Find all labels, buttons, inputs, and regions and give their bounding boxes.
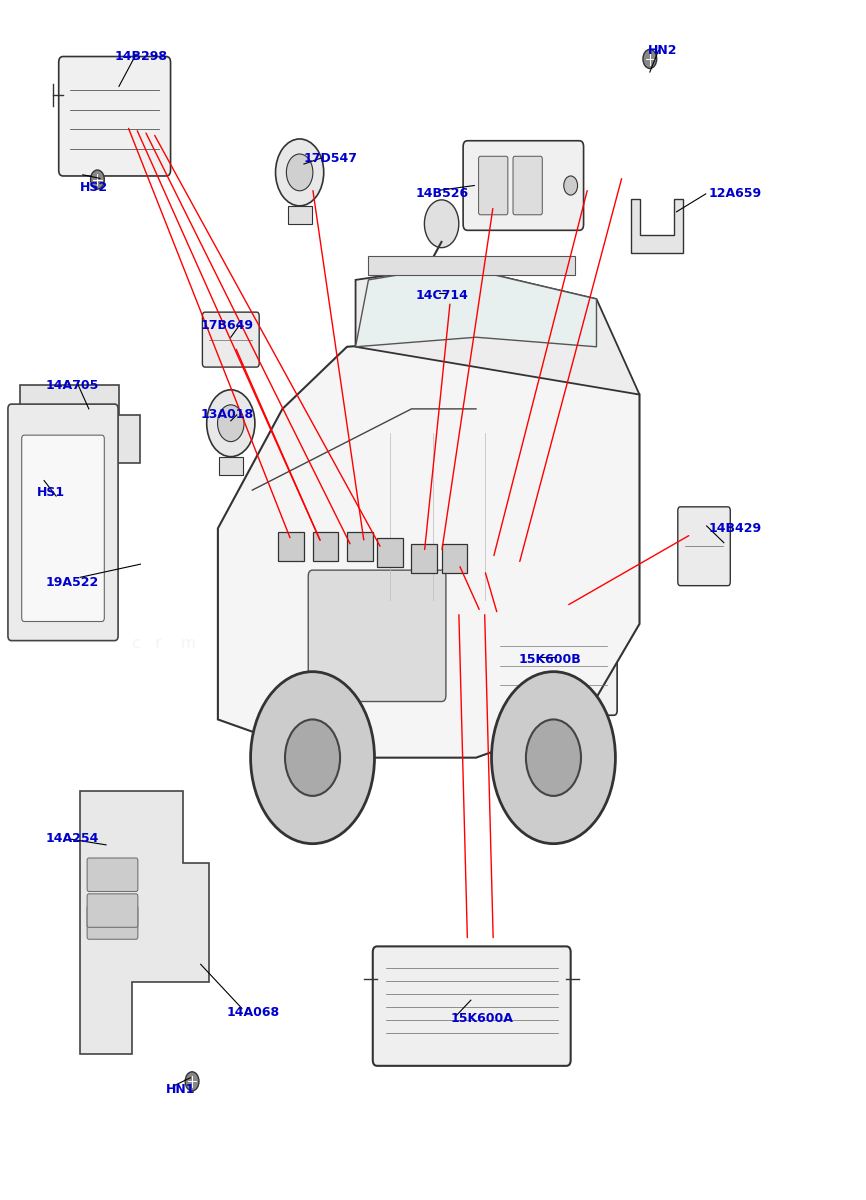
FancyBboxPatch shape [87,858,138,892]
Bar [219,457,242,474]
FancyBboxPatch shape [308,570,446,702]
FancyBboxPatch shape [59,56,171,176]
Text: 14B298: 14B298 [114,50,168,64]
FancyBboxPatch shape [490,616,617,715]
Circle shape [91,170,104,190]
Circle shape [217,404,244,442]
Text: 14A254: 14A254 [46,833,100,845]
Polygon shape [631,199,682,253]
Polygon shape [20,385,140,504]
Text: 14A068: 14A068 [227,1006,280,1019]
Polygon shape [356,265,597,347]
Text: 19A522: 19A522 [46,576,99,588]
Text: HN1: HN1 [166,1084,196,1097]
Bar [368,256,575,275]
FancyBboxPatch shape [87,894,138,928]
Text: 14C714: 14C714 [416,289,469,302]
Text: 15K600B: 15K600B [519,653,582,666]
Circle shape [424,200,459,247]
Bar [411,544,437,572]
Bar [288,206,312,223]
Circle shape [643,49,656,68]
Circle shape [492,672,616,844]
Circle shape [526,720,581,796]
Circle shape [185,1072,199,1091]
Text: 17B649: 17B649 [201,319,254,331]
Text: 13A018: 13A018 [201,408,254,421]
Text: HS1: HS1 [37,486,65,499]
Polygon shape [81,791,210,1054]
FancyBboxPatch shape [678,506,730,586]
FancyBboxPatch shape [422,286,462,323]
Text: scuderia: scuderia [330,481,460,510]
Text: 15K600A: 15K600A [450,1012,513,1025]
Circle shape [250,672,374,844]
Circle shape [275,139,324,206]
Text: 14B526: 14B526 [416,187,469,200]
Bar [377,538,403,566]
Text: 17D547: 17D547 [304,151,358,164]
Text: 12A659: 12A659 [708,187,761,200]
FancyBboxPatch shape [463,140,584,230]
Polygon shape [218,337,639,757]
FancyBboxPatch shape [479,156,507,215]
FancyBboxPatch shape [372,947,571,1066]
Text: HN2: HN2 [648,44,677,58]
Text: 14B429: 14B429 [708,522,761,535]
FancyBboxPatch shape [87,906,138,940]
Bar [313,532,339,560]
Text: HS2: HS2 [81,181,108,194]
FancyBboxPatch shape [8,404,118,641]
Circle shape [285,720,340,796]
Text: 14A705: 14A705 [46,378,100,391]
FancyBboxPatch shape [513,156,542,215]
Circle shape [564,176,578,196]
Text: c   r    m: c r m [132,636,196,650]
Bar [278,532,304,560]
Bar [442,544,468,572]
Bar [347,532,372,560]
FancyBboxPatch shape [22,436,104,622]
FancyBboxPatch shape [203,312,259,367]
Circle shape [207,390,255,457]
Polygon shape [356,265,639,395]
Circle shape [287,154,313,191]
